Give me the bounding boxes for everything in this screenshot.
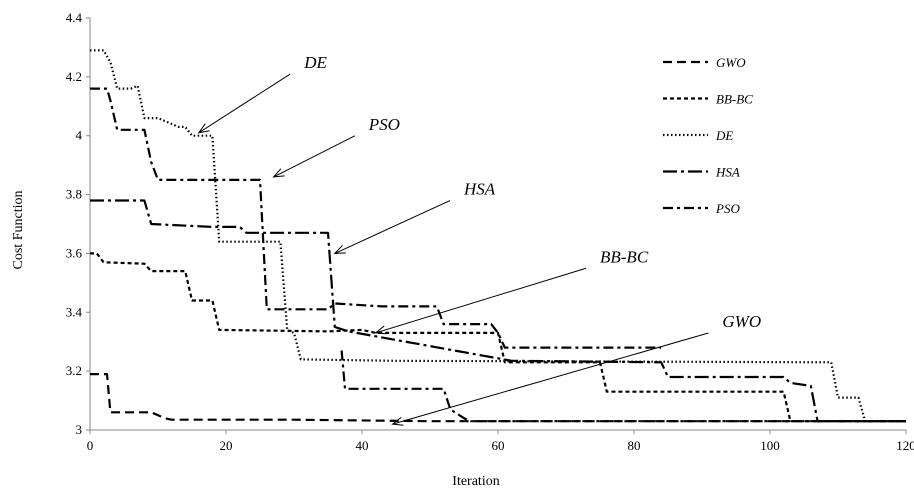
annotation-arrow-line xyxy=(375,267,587,334)
y-tick-label: 3.8 xyxy=(66,187,82,202)
annotation-arrowhead xyxy=(272,168,285,178)
legend-label: GWO xyxy=(716,55,746,70)
y-tick-label: 4 xyxy=(76,128,83,143)
axes xyxy=(89,18,906,431)
annotations: DE PSO HSA BB-BC GWO xyxy=(197,53,761,426)
y-axis-label: Cost Function xyxy=(11,191,26,270)
series-line-hsa xyxy=(90,199,906,423)
y-tick-label: 3.6 xyxy=(66,245,83,260)
legend-label: BB-BC xyxy=(716,92,753,107)
x-axis-ticks: 0 20 40 60 80 100 120 xyxy=(87,430,914,453)
annotation-arrowhead xyxy=(333,245,346,254)
y-tick-label: 3.2 xyxy=(66,363,82,378)
annotation-de: DE xyxy=(197,53,327,134)
series-line-pso xyxy=(90,87,662,349)
series-line-pso-tail xyxy=(340,350,906,423)
legend-item-de: DE xyxy=(663,128,733,143)
y-tick-label: 3 xyxy=(76,422,83,437)
y-tick-label: 3.4 xyxy=(66,304,83,319)
annotation-arrow-line xyxy=(273,135,356,178)
legend-label: HSA xyxy=(715,165,740,180)
annotation-bb-bc: BB-BC xyxy=(374,247,649,335)
annotation-label: PSO xyxy=(368,115,400,134)
series-line-de xyxy=(90,49,906,423)
annotation-label: BB-BC xyxy=(600,247,649,266)
y-axis-ticks: 3 3.2 3.4 3.6 3.8 4 4.2 4.4 xyxy=(66,10,90,437)
y-tick-label: 4.4 xyxy=(66,10,83,25)
annotation-gwo: GWO xyxy=(391,312,761,426)
x-tick-label: 20 xyxy=(220,438,233,453)
annotation-arrow-line xyxy=(334,200,451,254)
x-tick-label: 0 xyxy=(87,438,94,453)
legend-item-pso: PSO xyxy=(663,201,740,216)
annotation-arrowhead xyxy=(391,417,404,426)
annotation-arrow-line xyxy=(198,73,291,134)
annotation-hsa: HSA xyxy=(333,180,496,254)
annotation-arrowhead xyxy=(374,325,387,335)
annotation-label: GWO xyxy=(722,312,761,331)
x-axis-label: Iteration xyxy=(452,474,499,489)
legend-item-gwo: GWO xyxy=(663,55,746,70)
legend-item-bb-bc: BB-BC xyxy=(663,92,753,107)
annotation-arrow-line xyxy=(392,332,709,425)
annotation-label: HSA xyxy=(463,180,496,199)
legend-label: DE xyxy=(715,128,733,143)
x-tick-label: 60 xyxy=(492,438,505,453)
series-layer xyxy=(90,49,906,423)
series-line-bb-bc xyxy=(90,252,906,423)
annotation-label: DE xyxy=(303,53,327,72)
x-tick-label: 80 xyxy=(628,438,641,453)
y-tick-label: 4.2 xyxy=(66,69,82,84)
legend-item-hsa: HSA xyxy=(663,165,740,180)
x-tick-label: 120 xyxy=(896,438,914,453)
x-tick-label: 100 xyxy=(760,438,780,453)
annotation-arrowhead xyxy=(197,123,210,134)
series-line-gwo xyxy=(90,373,906,423)
legend-label: PSO xyxy=(715,201,740,216)
x-tick-label: 40 xyxy=(356,438,369,453)
annotation-pso: PSO xyxy=(272,115,400,178)
legend: GWO BB-BC DE HSA PSO xyxy=(663,55,753,216)
